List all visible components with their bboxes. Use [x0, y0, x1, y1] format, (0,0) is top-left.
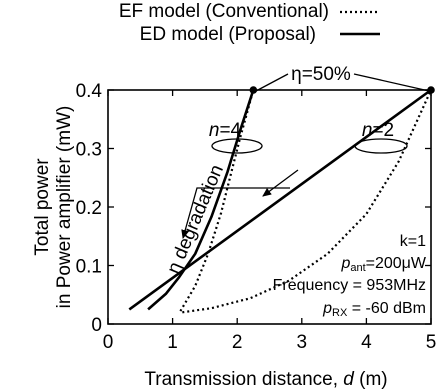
endpoint-marker: [427, 86, 435, 94]
y-tick-label: 0.1: [76, 257, 102, 278]
series-ed-n2: [128, 88, 432, 311]
x-tick-label: 4: [361, 332, 372, 353]
eta-leader-right: [353, 73, 430, 92]
n4-bracket-loop: [211, 138, 263, 154]
degradation-arrow-n4: [181, 187, 290, 239]
y-axis-label-line2: in Power amplifier (mW): [54, 106, 75, 309]
x-tick-label: 0: [103, 332, 114, 353]
y-tick-label: 0.3: [76, 140, 102, 161]
x-tick-label: 2: [232, 332, 243, 353]
param-frequency: Frequency = 953MHz: [273, 277, 426, 294]
x-tick-label: 1: [167, 332, 178, 353]
x-axis-label: Transmission distance, d (m): [144, 369, 387, 390]
legend-label-ed: ED model (Proposal): [140, 24, 316, 45]
endpoint-marker: [249, 86, 258, 94]
series-group: [128, 86, 435, 314]
y-tick-label: 0: [91, 315, 102, 336]
n2-label: n=2: [362, 120, 394, 141]
param-k: k=1: [400, 233, 426, 250]
series-ed-n4: [147, 89, 255, 311]
degradation-arrow-n2: [262, 169, 299, 197]
n4-label: n=4: [209, 120, 242, 141]
eta-leader-left: [255, 73, 289, 92]
n2-bracket-loop: [354, 138, 408, 154]
param-prx: pRX = -60 dBm: [322, 300, 426, 319]
y-tick-label: 0.4: [76, 81, 103, 102]
series-ef-n4: [179, 89, 255, 312]
legend: EF model (Conventional) ED model (Propos…: [119, 1, 380, 45]
x-tick-label: 5: [426, 332, 437, 353]
y-axis-label-line1: Total power: [32, 158, 53, 256]
x-tick-label: 3: [297, 332, 308, 353]
eta-label: η=50%: [291, 64, 351, 85]
legend-label-ef: EF model (Conventional): [119, 1, 329, 22]
y-tick-label: 0.2: [76, 198, 102, 219]
parameter-box: k=1 pant=200μW Frequency = 953MHz pRX = …: [273, 233, 427, 319]
param-pant: pant=200μW: [340, 255, 426, 274]
series-ef-n2: [182, 89, 433, 314]
axis-ticks: 0 1 2 3 4 5 0 0.1 0.2 0.3 0.4: [76, 81, 437, 353]
